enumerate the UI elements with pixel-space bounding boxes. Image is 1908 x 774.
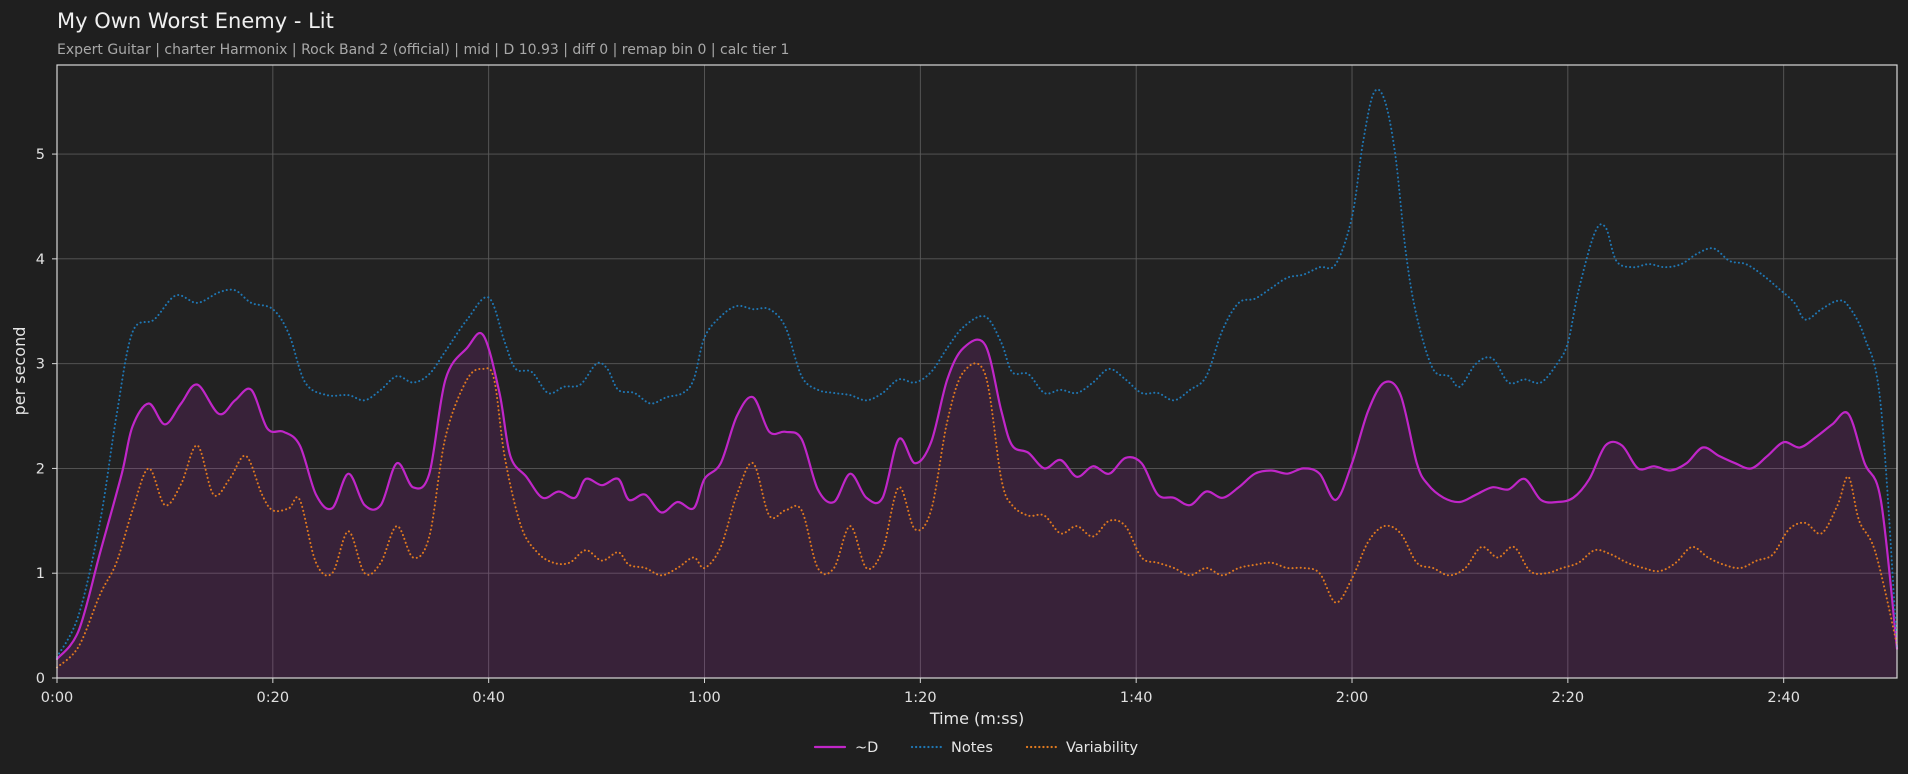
plot-frame [56,64,1898,679]
y-axis-label: per second [10,327,29,416]
series-area-d [57,333,1897,678]
x-tick-label: 0:40 [472,690,505,706]
legend-label: ~D [855,740,878,756]
series-layer [55,88,1899,678]
y-tick-label: 3 [36,357,45,373]
legend: ~D Notes Variability [813,740,1139,756]
x-tick-label: 2:00 [1336,690,1369,706]
legend-label: Variability [1066,740,1139,756]
chart-title: My Own Worst Enemy - Lit [57,9,334,33]
x-tick-label: 0:00 [41,690,74,706]
y-tick-label: 4 [36,252,45,268]
series-line-variability [56,362,1898,669]
x-tick-label: 1:40 [1120,690,1153,706]
series-line-notes [56,88,1898,658]
x-tick-label: 1:20 [904,690,937,706]
x-tick-label: 2:40 [1767,690,1800,706]
y-tick-label: 5 [36,147,45,163]
x-tick-label: 2:20 [1552,690,1585,706]
series-line-d [55,331,1899,661]
axis-ticks: 0:00 0:20 0:40 1:00 1:20 1:40 2:00 2:20 2:40 0 1 2 3… [36,147,1800,706]
legend-label: Notes [951,740,993,756]
y-tick-label: 2 [36,461,45,477]
x-axis-label: Time (m:ss) [929,709,1024,728]
chart-subtitle: Expert Guitar | charter Harmonix | Rock … [57,42,789,58]
y-tick-label: 0 [36,671,45,687]
plot-area [57,65,1897,678]
x-tick-label: 1:00 [688,690,721,706]
y-tick-label: 1 [36,566,45,582]
x-tick-label: 0:20 [257,690,290,706]
